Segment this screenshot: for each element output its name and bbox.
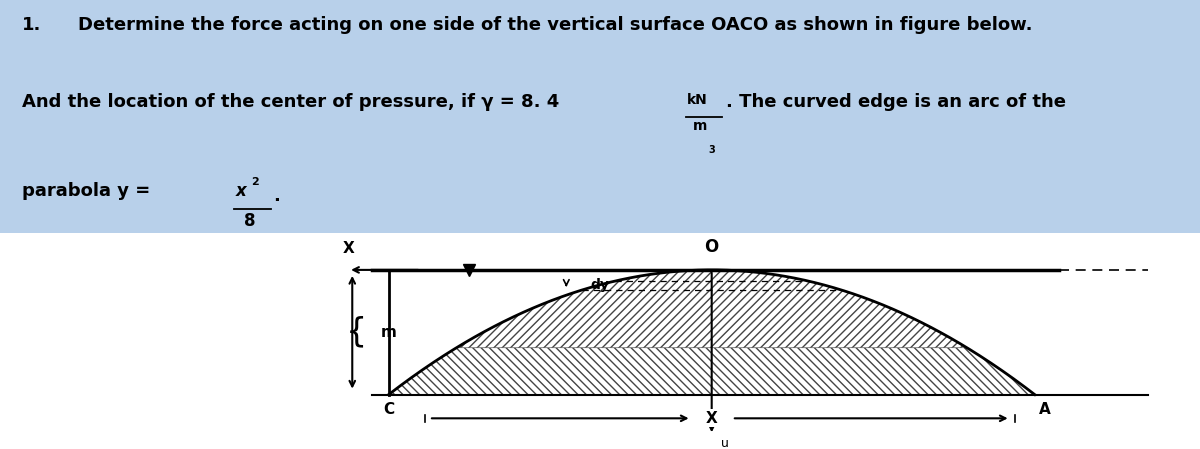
Text: X: X — [342, 241, 354, 256]
Text: 1.: 1. — [22, 16, 41, 34]
Text: O: O — [704, 238, 719, 256]
Text: 8: 8 — [244, 212, 256, 230]
Text: 3: 3 — [708, 145, 715, 155]
Text: {: { — [346, 316, 367, 349]
Text: Determine the force acting on one side of the vertical surface OACO as shown in : Determine the force acting on one side o… — [78, 16, 1032, 34]
Text: And the location of the center of pressure, if γ = 8. 4: And the location of the center of pressu… — [22, 93, 559, 111]
Text: kN: kN — [686, 93, 707, 107]
Text: m: m — [692, 119, 707, 133]
Text: parabola y =: parabola y = — [22, 182, 156, 200]
Text: 2: 2 — [251, 177, 258, 187]
Text: u: u — [721, 437, 730, 449]
Text: dy: dy — [590, 278, 610, 292]
Text: .: . — [274, 187, 281, 205]
Text: A: A — [1039, 402, 1050, 417]
Text: m: m — [380, 325, 396, 340]
Text: x: x — [235, 182, 246, 200]
Text: X: X — [706, 411, 718, 426]
Text: C: C — [383, 402, 394, 417]
Text: . The curved edge is an arc of the: . The curved edge is an arc of the — [726, 93, 1066, 111]
